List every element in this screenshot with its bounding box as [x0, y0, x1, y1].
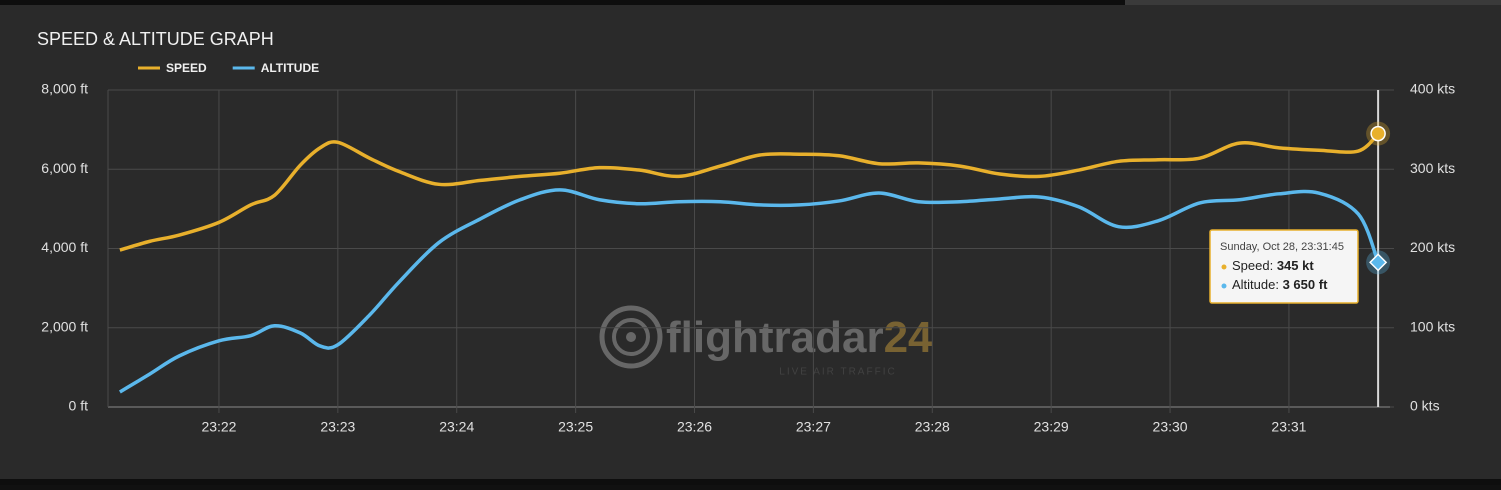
x-tick-label: 23:27	[796, 419, 831, 435]
y2-tick-label: 300 kts	[1410, 160, 1455, 176]
y-tick-label: 4,000 ft	[41, 239, 88, 255]
y-tick-label: 2,000 ft	[41, 318, 88, 334]
series-line	[119, 132, 1380, 252]
top-bar	[1125, 0, 1501, 5]
y-tick-label: 0 ft	[69, 398, 89, 414]
legend-label: SPEED	[166, 61, 207, 75]
series-line	[118, 188, 1380, 394]
tooltip-label: Altitude:	[1232, 277, 1283, 292]
y-tick-label: 6,000 ft	[41, 160, 88, 176]
tooltip-row: Speed: 345 kt	[1232, 258, 1314, 273]
x-tick-label: 23:25	[558, 419, 593, 435]
y2-tick-label: 400 kts	[1410, 81, 1455, 97]
y2-tick-label: 0 kts	[1410, 398, 1440, 414]
chart-title: SPEED & ALTITUDE GRAPH	[37, 29, 274, 49]
tooltip-label: Speed:	[1232, 258, 1277, 273]
y-tick-label: 8,000 ft	[41, 81, 88, 97]
watermark: flightradar24 LIVE AIR TRAFFIC	[599, 305, 933, 378]
tooltip-dot	[1221, 283, 1227, 289]
x-tick-label: 23:26	[677, 419, 712, 435]
watermark-subtitle: LIVE AIR TRAFFIC	[779, 367, 896, 378]
hover-point	[1369, 253, 1388, 272]
x-tick-label: 23:29	[1034, 419, 1069, 435]
watermark-number: 24	[884, 313, 933, 362]
x-tick-label: 23:22	[201, 419, 236, 435]
x-tick-label: 23:31	[1271, 419, 1306, 435]
watermark-logo	[612, 318, 650, 356]
tooltip-value: 3 650 ft	[1283, 277, 1328, 292]
watermark-logo	[599, 305, 663, 369]
hover-point	[1370, 125, 1386, 142]
tooltip-row: Altitude: 3 650 ft	[1232, 277, 1328, 292]
tooltip-dot	[1221, 264, 1227, 270]
y2-tick-label: 100 kts	[1410, 318, 1455, 334]
tooltip-box	[1209, 229, 1359, 304]
tooltip-title: Sunday, Oct 28, 23:31:45	[1220, 241, 1344, 253]
x-tick-label: 23:23	[320, 419, 355, 435]
watermark-text: flightradar24	[666, 313, 933, 362]
x-tick-label: 23:24	[439, 419, 474, 435]
watermark-word: flightradar	[666, 313, 884, 362]
y2-tick-label: 200 kts	[1410, 239, 1455, 255]
x-tick-label: 23:28	[915, 419, 950, 435]
watermark-logo	[626, 332, 636, 342]
tooltip-value: 345 kt	[1277, 258, 1315, 273]
x-tick-label: 23:30	[1153, 419, 1188, 435]
tooltip: Sunday, Oct 28, 23:31:45 Speed: 345 kt Alt…	[1209, 229, 1359, 304]
legend-label: ALTITUDE	[261, 61, 319, 75]
